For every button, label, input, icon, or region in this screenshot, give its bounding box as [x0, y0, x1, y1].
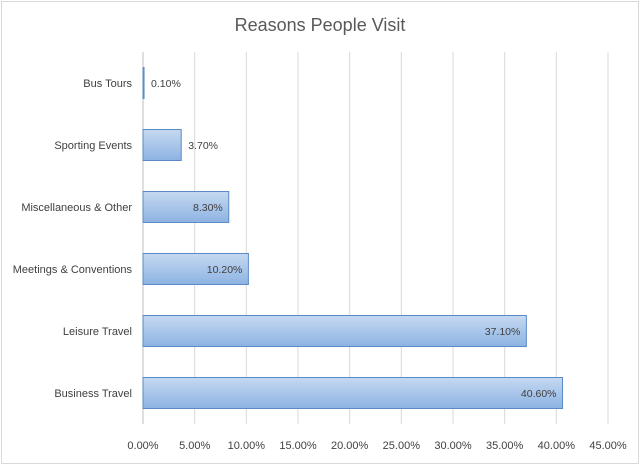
x-tick-label: 20.00% [331, 440, 369, 452]
x-tick-label: 0.00% [127, 440, 158, 452]
x-axis-ticks: 0.00% 5.00% 10.00% 15.00% 20.00% 25.00% 30.00%… [127, 440, 626, 452]
category-label: Meetings & Conventions [13, 264, 133, 276]
category-label: Business Travel [54, 388, 132, 400]
category-labels: Bus Tours Sporting Events Miscellaneous & … [13, 78, 133, 400]
category-label: Sporting Events [54, 140, 132, 152]
x-tick-label: 40.00% [538, 440, 576, 452]
category-label: Miscellaneous & Other [21, 202, 132, 214]
x-tick-label: 35.00% [486, 440, 524, 452]
x-tick-label: 5.00% [179, 440, 210, 452]
data-label: 3.70% [188, 140, 218, 152]
category-label: Bus Tours [83, 78, 132, 90]
data-label: 8.30% [193, 202, 223, 214]
gridlines [142, 52, 609, 424]
data-label: 0.10% [151, 78, 181, 90]
bar [142, 67, 145, 99]
data-label: 10.20% [207, 264, 243, 276]
bar [142, 315, 527, 347]
x-tick-label: 45.00% [589, 440, 627, 452]
bar [142, 191, 230, 223]
data-label: 37.10% [485, 326, 521, 338]
category-label: Leisure Travel [63, 326, 132, 338]
x-tick-label: 15.00% [279, 440, 317, 452]
bar [142, 253, 249, 285]
x-tick-label: 10.00% [228, 440, 266, 452]
bar [142, 129, 182, 161]
data-label: 40.60% [521, 388, 557, 400]
x-tick-label: 30.00% [434, 440, 472, 452]
chart-title: Reasons People Visit [235, 15, 406, 35]
x-tick-label: 25.00% [383, 440, 421, 452]
bar [142, 377, 564, 409]
bars [142, 67, 564, 409]
data-labels: 0.10% 3.70% 8.30% 10.20% 37.10% 40.60% [151, 78, 557, 400]
